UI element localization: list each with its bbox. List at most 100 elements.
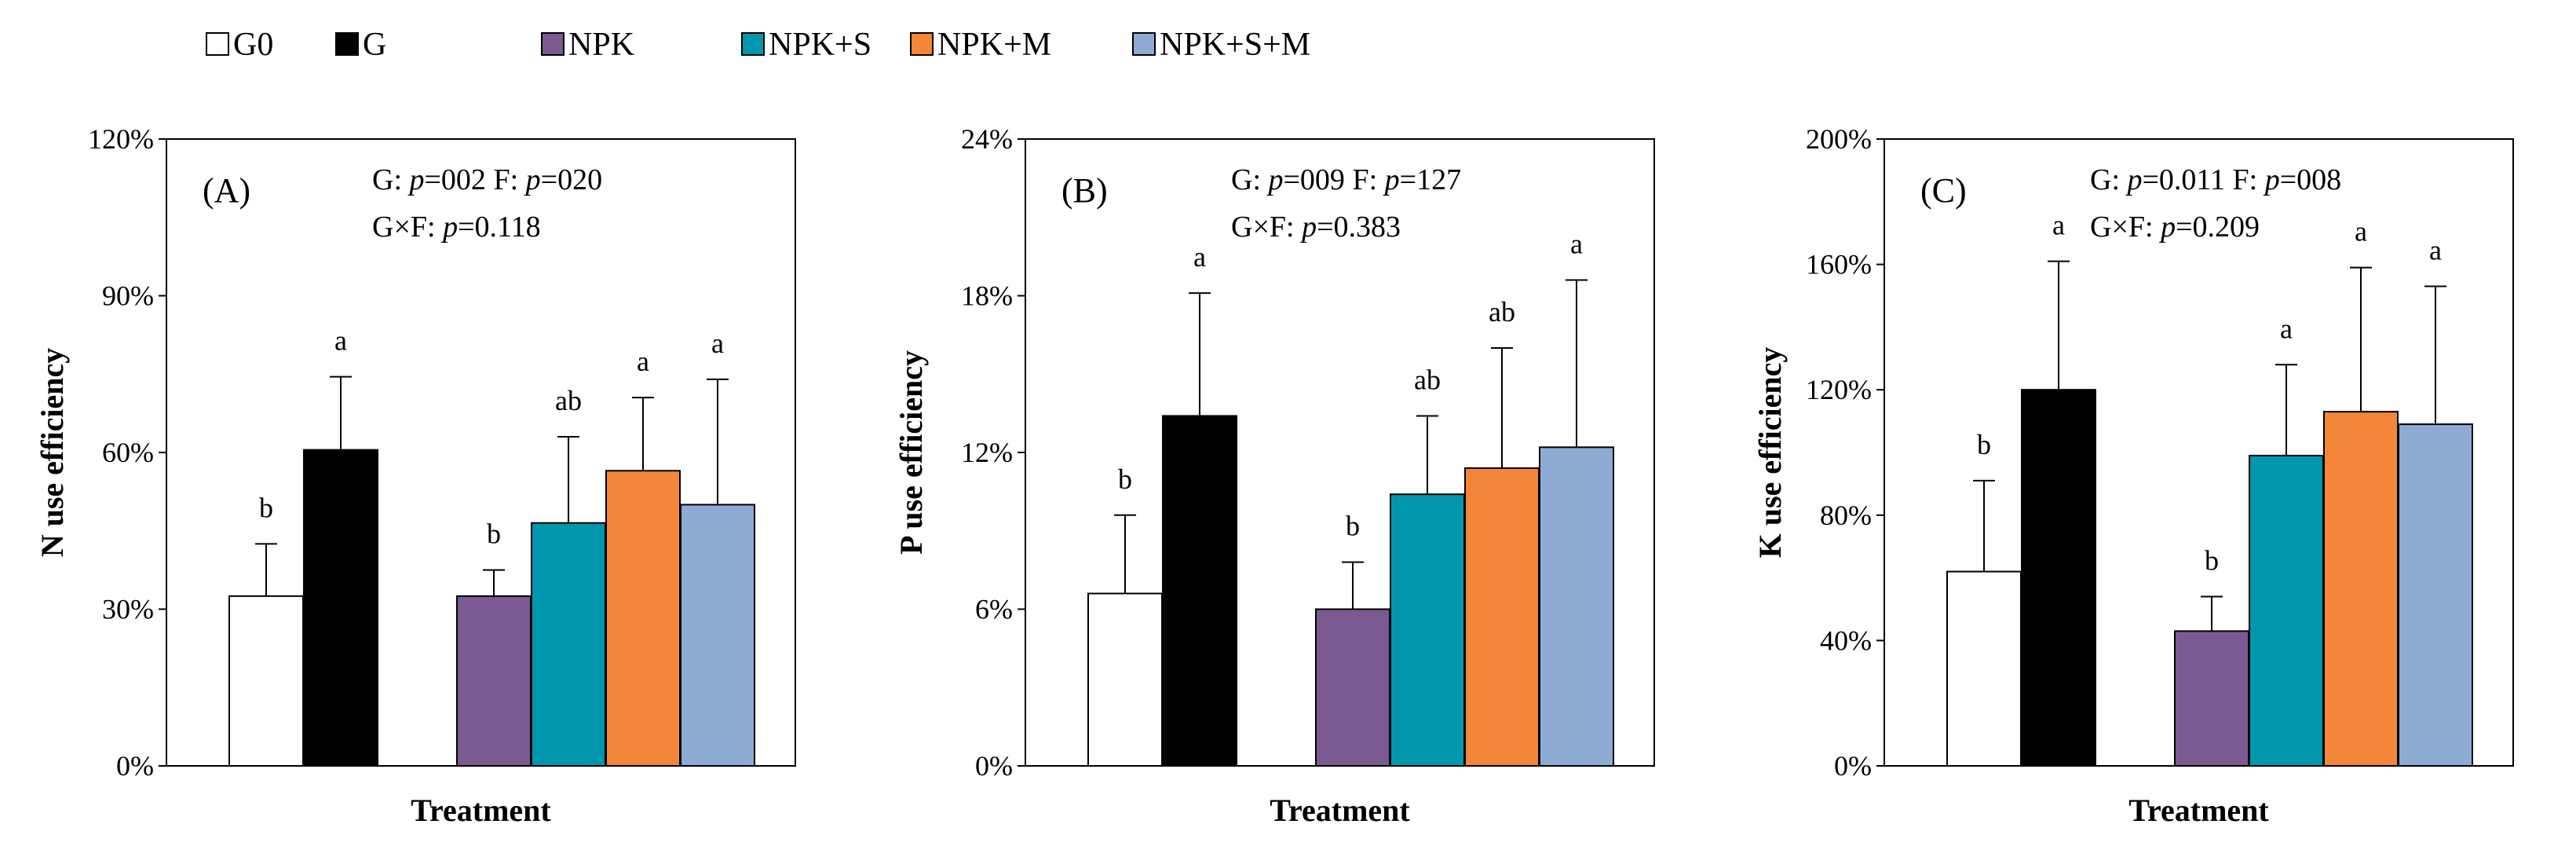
error-bar <box>707 378 729 505</box>
bar <box>1390 493 1465 767</box>
bar <box>1162 415 1237 767</box>
error-bar <box>1114 514 1136 594</box>
error-bar <box>632 397 654 471</box>
bar <box>605 470 681 767</box>
error-bar <box>2350 266 2372 412</box>
significance-letter: b <box>1118 463 1132 495</box>
bar <box>2249 454 2324 767</box>
y-tick-label: 24% <box>961 123 1013 155</box>
panel-label: (C) <box>1920 171 1967 210</box>
stat-line-interaction: G×F: p=0.383 <box>1231 211 1401 244</box>
stat-p-symbol: p <box>440 211 458 244</box>
y-tick-label: 60% <box>102 437 154 468</box>
y-tick-label: 160% <box>1806 249 1872 280</box>
stat-name: F: <box>493 163 525 196</box>
bar <box>1464 467 1540 767</box>
y-axis-title: P use efficiency <box>893 350 929 555</box>
legend: G0 G NPK NPK+S NPK+M NPK+S+M <box>206 27 1310 63</box>
stat-p-symbol: p <box>524 163 541 196</box>
bar <box>2323 411 2399 767</box>
legend-label: NPK <box>568 27 634 63</box>
y-tick-label: 0% <box>975 750 1013 782</box>
legend-label: NPK+M <box>937 27 1051 63</box>
y-tick-label: 120% <box>1806 374 1872 405</box>
x-axis-title: Treatment <box>1270 793 1410 828</box>
y-tick-label: 12% <box>961 437 1013 468</box>
y-tick-label: 6% <box>975 594 1013 625</box>
error-bar <box>1491 347 1513 468</box>
error-bar <box>255 543 277 596</box>
x-axis-title: Treatment <box>411 793 551 828</box>
stat-line-interaction: G×F: p=0.118 <box>372 211 541 244</box>
significance-letter: b <box>1977 429 1991 460</box>
stat-p-symbol: p <box>1299 211 1317 244</box>
error-bar <box>2424 285 2446 425</box>
legend-item: G0 <box>206 27 273 63</box>
bar <box>1946 570 2022 767</box>
legend-label: NPK+S <box>769 27 871 63</box>
legend-swatch <box>335 32 359 56</box>
stat-line-main-effects: G: p=009 F: p=127 <box>1231 163 1461 196</box>
error-bar <box>1342 561 1364 610</box>
legend-item: NPK+S <box>741 27 871 63</box>
legend-item: NPK+M <box>910 27 1051 63</box>
legend-item: NPK+S+M <box>1132 27 1310 63</box>
chart-panel: 0% 6% 12% 18% 24% P use efficiency Treatment (B… <box>893 123 1655 828</box>
stat-p-symbol: p <box>2125 163 2143 196</box>
stat-name: F: <box>1352 163 1384 196</box>
legend-label: NPK+S+M <box>1160 27 1310 63</box>
stat-p-symbol: p <box>1266 163 1284 196</box>
significance-letter: a <box>2052 210 2065 241</box>
stat-p-symbol: p <box>407 163 425 196</box>
bar <box>228 595 304 767</box>
stat-line-main-effects: G: p=002 F: p=020 <box>372 163 602 196</box>
error-bar <box>2201 595 2223 632</box>
error-bar <box>557 436 579 523</box>
y-tick-label: 18% <box>961 280 1013 312</box>
stat-p-symbol: p <box>1383 163 1400 196</box>
y-tick-label: 40% <box>1820 624 1872 656</box>
legend-swatch <box>541 32 565 56</box>
y-tick-label: 200% <box>1806 123 1872 155</box>
stat-p-symbol: p <box>2263 163 2280 196</box>
error-bar <box>2275 364 2297 456</box>
stat-p-value: =020 <box>541 163 602 196</box>
legend-label: G <box>363 27 386 63</box>
bar <box>2398 423 2473 767</box>
significance-letter: b <box>487 518 501 550</box>
panel-label: (A) <box>203 171 250 210</box>
significance-letter: a <box>2355 216 2367 247</box>
y-axis-title: K use efficiency <box>1752 347 1788 559</box>
y-tick-label: 90% <box>102 280 154 312</box>
legend-swatch <box>741 32 765 56</box>
chart-panel: 0% 30% 60% 90% 120% N use efficiency Treatment… <box>35 123 796 828</box>
legend-item: NPK <box>541 27 634 63</box>
legend-swatch <box>1132 32 1156 56</box>
bar <box>1315 608 1390 767</box>
stat-p-value: =0.209 <box>2176 211 2260 244</box>
stat-p-value: =0.011 <box>2143 163 2233 196</box>
significance-letter: ab <box>555 385 582 416</box>
legend-item: G <box>335 27 386 63</box>
stat-name: G: <box>1231 163 1269 196</box>
significance-letter: a <box>711 328 724 359</box>
y-tick-label: 30% <box>102 594 154 625</box>
y-tick-label: 0% <box>1834 750 1872 782</box>
bar <box>680 504 755 767</box>
significance-letter: b <box>1346 511 1360 542</box>
significance-letter: a <box>637 346 649 377</box>
bar <box>456 595 532 767</box>
legend-swatch <box>910 32 934 56</box>
bar <box>2174 630 2249 767</box>
error-bar <box>2048 260 2070 390</box>
stat-name: G×F: <box>372 211 443 244</box>
bar <box>1087 592 1163 767</box>
error-bar <box>483 569 505 596</box>
significance-letter: ab <box>1489 296 1515 328</box>
significance-letter: ab <box>1414 364 1441 395</box>
y-axis-title: N use efficiency <box>35 348 70 558</box>
legend-label: G0 <box>233 27 273 63</box>
stat-line-interaction: G×F: p=0.209 <box>2090 211 2260 244</box>
bar <box>303 449 378 767</box>
y-tick-label: 120% <box>88 123 154 155</box>
